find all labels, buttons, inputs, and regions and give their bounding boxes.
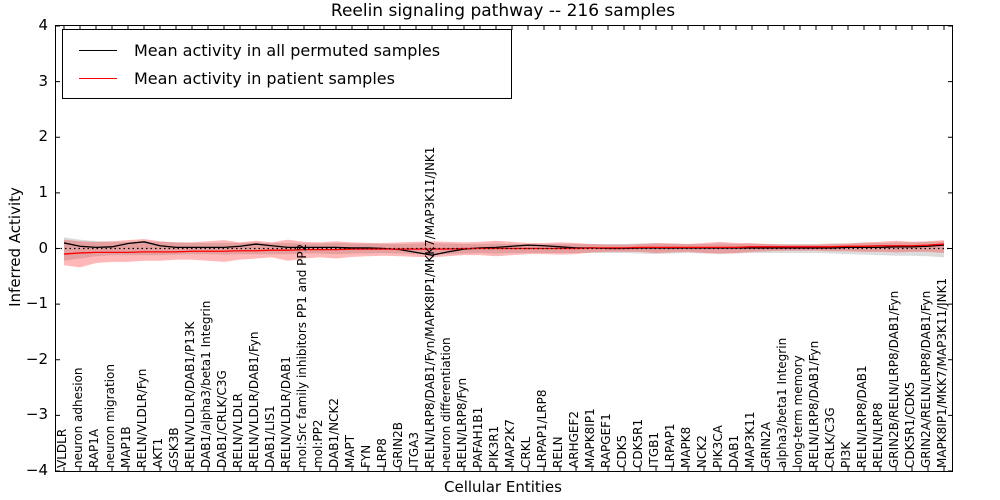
x-tick-label: RELN/LRP8/DAB1 [855,365,869,468]
x-tick-label: PAFAH1B1 [471,406,485,468]
legend-entry-patient: Mean activity in patient samples [73,64,507,92]
x-tick-label: VLDLR [55,428,69,468]
x-tick-label: DAB1/alpha3/beta1 Integrin [199,300,213,468]
x-tick-label: ITGB1 [647,431,661,468]
x-tick-label: RELN/LRP8/DAB1/Fyn/MAPK8IP1/MKK7/MAP3K11… [423,146,437,468]
x-tick-label: CDK5R1/CDK5 [903,381,917,468]
x-tick-label: AKT1 [151,437,165,468]
x-tick-label: mol:PP2 [311,419,325,468]
y-tick-label: 3 [38,71,48,90]
x-tick-label: PI3K [839,441,853,468]
x-tick-label: MAP1B [119,426,133,468]
patient-activity-range-band [64,239,944,268]
x-tick-label: RAPGEF1 [599,413,613,468]
legend: Mean activity in all permuted samples Me… [62,29,512,99]
x-tick-label: RELN/LRP8/DAB1/Fyn [807,340,821,468]
x-tick-label: alpha3/beta1 Integrin [775,337,789,468]
legend-entry-permuted: Mean activity in all permuted samples [73,36,507,64]
y-tick-label: 4 [38,16,48,34]
plot-area [55,25,953,472]
x-tick-label: long-term memory [791,355,805,468]
x-tick-label: RAP1A [87,428,101,468]
x-tick-label: neuron migration [103,364,117,468]
x-tick-label: FYN [359,444,373,468]
legend-line-black-icon [79,49,117,51]
x-tick-label: RELN/LRP8 [871,402,885,468]
x-tick-label: MAP3K11 [743,411,757,468]
legend-line-red-icon [79,77,117,79]
x-tick-label: neuron adhesion [71,367,85,468]
mean-line-patient [63,243,945,255]
x-tick-label: LRP8 [375,438,389,468]
x-tick-label: DAB1/NCK2 [327,397,341,468]
plot-canvas [56,26,952,471]
x-tick-label: PIK3CA [711,425,725,468]
x-tick-label: LRPAP1 [663,423,677,468]
x-tick-label: CDK5 [615,434,629,468]
x-tick-label: CRLK/C3G [823,407,837,468]
x-tick-label: RELN/VLDLR/Fyn [135,368,149,468]
x-tick-label: CRKL [519,436,533,468]
x-tick-label: MAPT [343,434,357,468]
x-tick-label: mol:Src family inhibitors PP1 and PP2 [295,243,309,468]
legend-label-permuted: Mean activity in all permuted samples [134,40,441,60]
y-tick-label: 1 [38,182,48,201]
x-tick-label: RELN/VLDLR [231,393,245,468]
x-tick-label: PIK3R1 [487,425,501,468]
x-tick-label: MAPK8IP1/MKK7/MAP3K11/JNK1 [935,277,949,468]
y-tick-label: −4 [25,461,48,479]
x-tick-label: GRIN2A/RELN/LRP8/DAB1/Fyn [919,290,933,468]
y-tick-label: −3 [25,405,48,424]
x-tick-label: ITGA3 [407,431,421,468]
y-tick-label: 0 [38,238,48,257]
x-tick-label: RELN/VLDLR/DAB1 [279,356,293,468]
x-tick-label: DAB1/LIS1 [263,405,277,468]
mean-line-permuted [63,241,945,256]
x-tick-label: GRIN2B [391,421,405,468]
x-tick-label: LRPAP1/LRP8 [535,389,549,468]
x-tick-label: RELN [551,436,565,468]
x-tick-label: CDK5R1 [631,418,645,468]
legend-label-patient: Mean activity in patient samples [134,68,395,88]
x-tick-label: RELN/VLDLR/DAB1/Fyn [247,331,261,468]
x-tick-label: RELN/LRP8/Fyn [455,377,469,468]
x-tick-label: DAB1 [727,434,741,468]
x-tick-label: GRIN2B/RELN/LRP8/DAB1/Fyn [887,290,901,468]
x-tick-label: MAP2K7 [503,419,517,468]
x-tick-label: RELN/VLDLR/DAB1/P13K [183,321,197,468]
x-tick-label: DAB1/CRLK/C3G [215,370,229,468]
x-tick-label: MAPK8 [679,426,693,468]
x-tick-label: MAPK8IP1 [583,408,597,468]
x-tick-label: NCK2 [695,435,709,468]
y-tick-label: −1 [25,294,48,313]
x-tick-label: ARHGEF2 [567,411,581,468]
x-tick-label: GSK3B [167,427,181,468]
y-tick-label: 2 [38,127,48,146]
x-tick-label: GRIN2A [759,422,773,468]
y-tick-label: −2 [25,349,48,368]
chart-title: Reelin signaling pathway -- 216 samples [330,1,676,21]
x-axis-title: Cellular Entities [444,478,562,496]
x-tick-label: neuron differentiation [439,337,453,468]
